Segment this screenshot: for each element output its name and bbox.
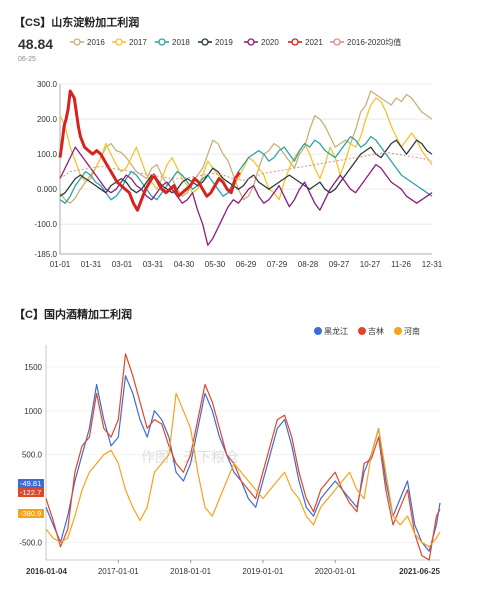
end-value-label: -49.81: [20, 479, 41, 488]
legend-dot: [314, 327, 322, 335]
current-date: 06-25: [18, 56, 36, 63]
legend-label: 黑龙江: [324, 326, 348, 336]
x-tick-label: 01-31: [81, 260, 102, 269]
legend-dot: [394, 327, 402, 335]
legend-swatch-marker: [247, 38, 255, 46]
x-tick-label: 12-31: [422, 260, 443, 269]
x-tick-label: 2020-01-01: [315, 567, 356, 576]
end-value-badge: [18, 509, 44, 518]
x-tick-label: 03-31: [143, 260, 164, 269]
x-tick-label: 11-26: [391, 260, 411, 269]
legend-dot: [358, 327, 366, 335]
series-line-2016: [59, 90, 433, 204]
y-tick-label: 1000: [24, 407, 42, 416]
current-value: 48.84: [18, 36, 54, 52]
panel2-title: 【C】国内酒精加工利润: [14, 309, 132, 321]
end-value-badge: [18, 488, 44, 497]
end-value-label: -122.7: [20, 488, 41, 497]
x-tick-label: 07-29: [267, 260, 288, 269]
x-tick-label: 2019-01-01: [242, 567, 283, 576]
x-tick-label: 2017-01-01: [98, 567, 139, 576]
legend-swatch-marker: [158, 38, 166, 46]
x-tick-label: 03-01: [112, 260, 133, 269]
legend-label: 2020: [261, 38, 279, 47]
x-tick-label: 01-01: [50, 260, 71, 269]
legend-swatch-marker: [333, 38, 341, 46]
end-value-badge: [18, 479, 44, 488]
series-line-2016-2020均值: [59, 151, 433, 181]
legend-label: 2021: [305, 38, 323, 47]
legend-label: 2016-2020均值: [347, 37, 401, 47]
series-line-2021: [58, 89, 241, 212]
legend-label: 2019: [215, 38, 233, 47]
panel1-title: 【CS】山东淀粉加工利润: [14, 17, 140, 29]
legend-swatch-marker: [291, 38, 299, 46]
legend-label: 2018: [172, 38, 190, 47]
legend-swatch-marker: [115, 38, 123, 46]
legend-swatch-marker: [73, 38, 81, 46]
y-tick-label: -185.0: [34, 250, 57, 259]
x-tick-label: 2016-01-04: [26, 567, 67, 576]
legend-label: 2016: [87, 38, 105, 47]
legend-label: 2017: [129, 38, 147, 47]
starch-profit-chart: 2016 2017 2018 2019 2020 2021 2016-2020均值 300.0…: [34, 37, 443, 269]
legend-label: 河南: [404, 326, 420, 336]
series-line-吉林: [45, 353, 441, 561]
series-line-2017: [59, 97, 433, 201]
legend-swatch-marker: [201, 38, 209, 46]
y-tick-label: 100.0: [37, 150, 58, 159]
series-line-黑龙江: [45, 375, 441, 552]
y-tick-label: 1500: [24, 363, 42, 372]
series-line-河南: [45, 392, 441, 548]
x-tick-label: 06-29: [236, 260, 257, 269]
y-tick-label: 0.000: [37, 185, 58, 194]
x-tick-label: 2021-06-25: [399, 567, 440, 576]
y-tick-label: 200.0: [37, 115, 58, 124]
end-value-label: -380.9: [20, 509, 41, 518]
x-tick-label: 10-27: [360, 260, 381, 269]
x-tick-label: 08-28: [298, 260, 319, 269]
y-tick-label: -500.0: [19, 538, 42, 547]
legend-label: 吉林: [368, 326, 384, 336]
x-tick-label: 05-30: [205, 260, 226, 269]
x-tick-label: 04-30: [174, 260, 195, 269]
series-line-2019: [59, 139, 433, 197]
y-tick-label: -100.0: [34, 220, 57, 229]
y-tick-label: 300.0: [37, 80, 58, 89]
series-line-2020: [59, 146, 433, 246]
y-tick-label: 500.0: [22, 451, 43, 460]
x-tick-label: 09-27: [329, 260, 350, 269]
x-tick-label: 2018-01-01: [170, 567, 211, 576]
